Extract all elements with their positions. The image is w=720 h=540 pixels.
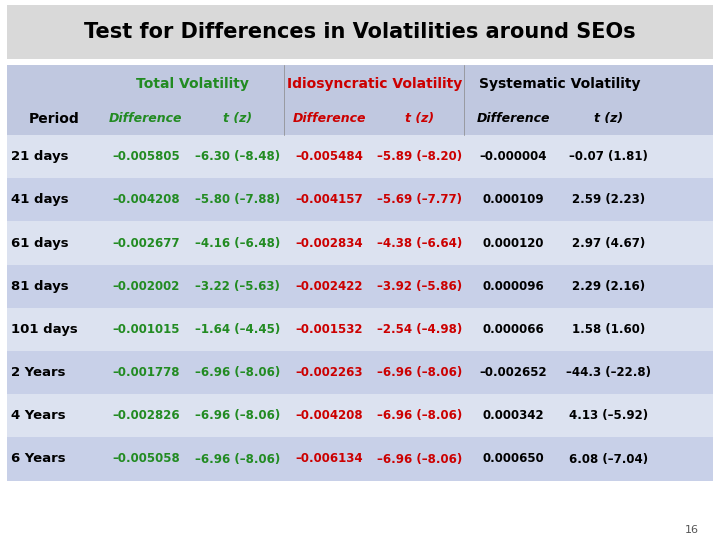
- Text: –0.004157: –0.004157: [296, 193, 363, 206]
- Text: 2.97 (4.67): 2.97 (4.67): [572, 237, 645, 249]
- Text: Difference: Difference: [476, 112, 550, 125]
- Text: Period: Period: [29, 112, 79, 126]
- FancyBboxPatch shape: [7, 265, 713, 308]
- Text: –6.96 (–8.06): –6.96 (–8.06): [195, 409, 280, 422]
- Text: –0.001532: –0.001532: [296, 323, 363, 336]
- Text: –0.07 (1.81): –0.07 (1.81): [569, 150, 648, 163]
- Text: 41 days: 41 days: [11, 193, 68, 206]
- Text: –4.38 (–6.64): –4.38 (–6.64): [377, 237, 462, 249]
- Text: 1.58 (1.60): 1.58 (1.60): [572, 323, 645, 336]
- Text: –6.96 (–8.06): –6.96 (–8.06): [195, 453, 280, 465]
- FancyBboxPatch shape: [7, 394, 713, 437]
- Text: 0.000096: 0.000096: [482, 280, 544, 293]
- Text: 2 Years: 2 Years: [11, 366, 66, 379]
- Text: –0.005058: –0.005058: [112, 453, 180, 465]
- Text: 0.000120: 0.000120: [482, 237, 544, 249]
- Text: –6.96 (–8.06): –6.96 (–8.06): [377, 366, 462, 379]
- Text: –2.54 (–4.98): –2.54 (–4.98): [377, 323, 462, 336]
- Text: –0.005805: –0.005805: [112, 150, 180, 163]
- Text: 16: 16: [685, 524, 698, 535]
- Text: –4.16 (–6.48): –4.16 (–6.48): [195, 237, 280, 249]
- Text: 0.000109: 0.000109: [482, 193, 544, 206]
- Text: Total Volatility: Total Volatility: [136, 77, 249, 91]
- FancyBboxPatch shape: [7, 178, 713, 221]
- Text: –0.005484: –0.005484: [295, 150, 364, 163]
- Text: –0.002652: –0.002652: [480, 366, 546, 379]
- Text: 21 days: 21 days: [11, 150, 68, 163]
- Text: –3.92 (–5.86): –3.92 (–5.86): [377, 280, 462, 293]
- Text: 2.59 (2.23): 2.59 (2.23): [572, 193, 645, 206]
- Text: –6.30 (–8.48): –6.30 (–8.48): [195, 150, 280, 163]
- Text: –44.3 (–22.8): –44.3 (–22.8): [566, 366, 651, 379]
- Text: –0.004208: –0.004208: [112, 193, 179, 206]
- Text: 0.000342: 0.000342: [482, 409, 544, 422]
- Text: t (z): t (z): [594, 112, 623, 125]
- Text: Test for Differences in Volatilities around SEOs: Test for Differences in Volatilities aro…: [84, 22, 636, 43]
- FancyBboxPatch shape: [7, 65, 713, 103]
- Text: –0.000004: –0.000004: [480, 150, 546, 163]
- Text: –0.001015: –0.001015: [112, 323, 179, 336]
- Text: Systematic Volatility: Systematic Volatility: [479, 77, 641, 91]
- Text: 0.000066: 0.000066: [482, 323, 544, 336]
- Text: –5.69 (–7.77): –5.69 (–7.77): [377, 193, 462, 206]
- Text: –0.004208: –0.004208: [296, 409, 363, 422]
- Text: 6 Years: 6 Years: [11, 453, 66, 465]
- FancyBboxPatch shape: [7, 351, 713, 394]
- Text: –5.89 (–8.20): –5.89 (–8.20): [377, 150, 462, 163]
- Text: 61 days: 61 days: [11, 237, 68, 249]
- Text: –0.002263: –0.002263: [296, 366, 363, 379]
- Text: –0.002002: –0.002002: [112, 280, 179, 293]
- Text: 4.13 (–5.92): 4.13 (–5.92): [569, 409, 648, 422]
- Text: t (z): t (z): [223, 112, 252, 125]
- Text: –1.64 (–4.45): –1.64 (–4.45): [195, 323, 280, 336]
- Text: –5.80 (–7.88): –5.80 (–7.88): [195, 193, 280, 206]
- Text: –6.96 (–8.06): –6.96 (–8.06): [377, 453, 462, 465]
- FancyBboxPatch shape: [7, 437, 713, 481]
- FancyBboxPatch shape: [7, 221, 713, 265]
- FancyBboxPatch shape: [7, 103, 713, 135]
- Text: Idiosyncratic Volatility: Idiosyncratic Volatility: [287, 77, 462, 91]
- Text: –0.001778: –0.001778: [112, 366, 179, 379]
- Text: t (z): t (z): [405, 112, 434, 125]
- FancyBboxPatch shape: [7, 308, 713, 351]
- Text: 0.000650: 0.000650: [482, 453, 544, 465]
- FancyBboxPatch shape: [7, 5, 713, 59]
- Text: –6.96 (–8.06): –6.96 (–8.06): [377, 409, 462, 422]
- Text: Difference: Difference: [109, 112, 183, 125]
- Text: 81 days: 81 days: [11, 280, 68, 293]
- Text: –0.002677: –0.002677: [112, 237, 179, 249]
- Text: 4 Years: 4 Years: [11, 409, 66, 422]
- Text: –3.22 (–5.63): –3.22 (–5.63): [195, 280, 280, 293]
- Text: 2.29 (2.16): 2.29 (2.16): [572, 280, 645, 293]
- Text: –0.002834: –0.002834: [296, 237, 363, 249]
- Text: –6.96 (–8.06): –6.96 (–8.06): [195, 366, 280, 379]
- FancyBboxPatch shape: [7, 135, 713, 178]
- Text: 6.08 (–7.04): 6.08 (–7.04): [569, 453, 648, 465]
- Text: –0.002422: –0.002422: [296, 280, 363, 293]
- Text: 101 days: 101 days: [11, 323, 78, 336]
- Text: Difference: Difference: [292, 112, 366, 125]
- Text: –0.002826: –0.002826: [112, 409, 179, 422]
- Text: –0.006134: –0.006134: [296, 453, 363, 465]
